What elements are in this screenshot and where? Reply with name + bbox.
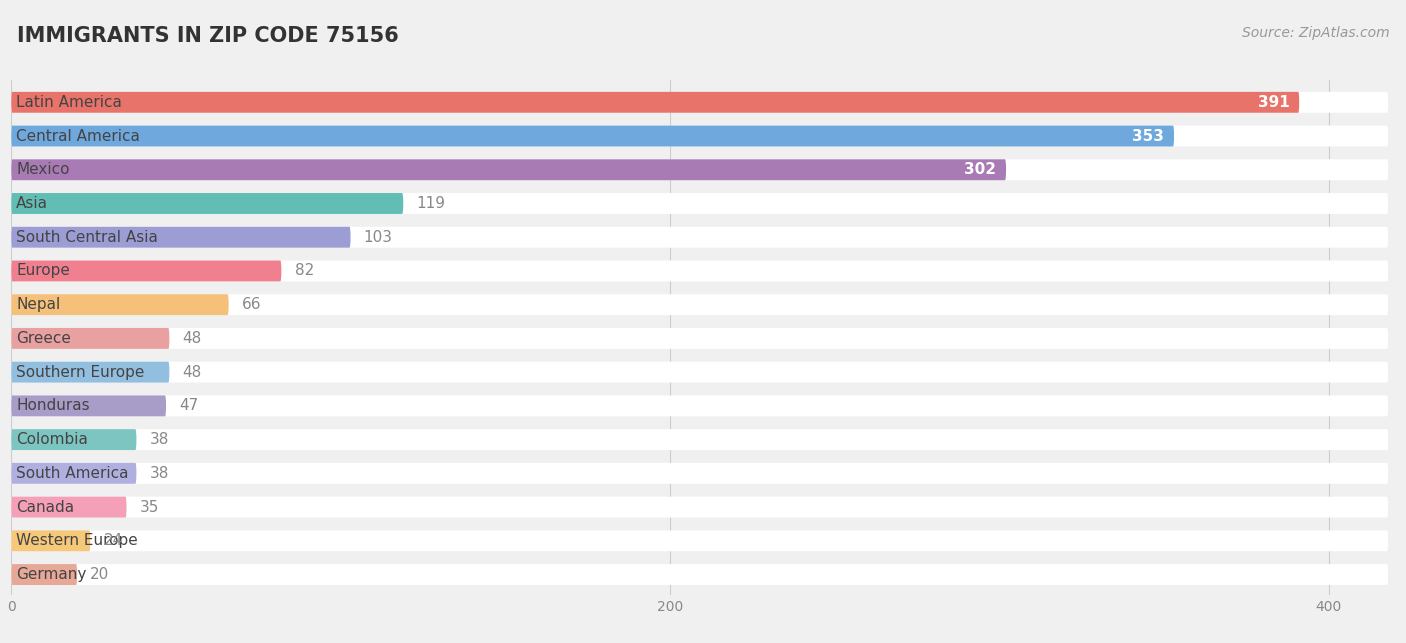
FancyBboxPatch shape [11, 362, 1388, 383]
FancyBboxPatch shape [11, 193, 404, 214]
FancyBboxPatch shape [11, 294, 1388, 315]
Text: Colombia: Colombia [17, 432, 89, 447]
FancyBboxPatch shape [11, 395, 166, 416]
Text: Western Europe: Western Europe [17, 533, 138, 548]
Text: Nepal: Nepal [17, 297, 60, 312]
Text: Canada: Canada [17, 500, 75, 514]
FancyBboxPatch shape [11, 362, 169, 383]
FancyBboxPatch shape [11, 429, 136, 450]
Text: 66: 66 [242, 297, 262, 312]
Text: Germany: Germany [17, 567, 87, 582]
FancyBboxPatch shape [11, 496, 127, 518]
FancyBboxPatch shape [11, 530, 1388, 551]
FancyBboxPatch shape [11, 328, 1388, 349]
Text: 24: 24 [104, 533, 122, 548]
FancyBboxPatch shape [11, 159, 1388, 180]
FancyBboxPatch shape [11, 125, 1388, 147]
Text: South America: South America [17, 466, 129, 481]
FancyBboxPatch shape [11, 496, 1388, 518]
Text: South Central Asia: South Central Asia [17, 230, 157, 245]
FancyBboxPatch shape [11, 328, 169, 349]
FancyBboxPatch shape [11, 463, 1388, 484]
Text: Honduras: Honduras [17, 399, 90, 413]
Text: Mexico: Mexico [17, 162, 70, 177]
Text: 119: 119 [416, 196, 446, 211]
FancyBboxPatch shape [11, 429, 1388, 450]
FancyBboxPatch shape [11, 530, 90, 551]
Text: 38: 38 [149, 466, 169, 481]
FancyBboxPatch shape [11, 92, 1388, 113]
FancyBboxPatch shape [11, 463, 136, 484]
Text: 35: 35 [139, 500, 159, 514]
FancyBboxPatch shape [11, 294, 229, 315]
FancyBboxPatch shape [11, 260, 1388, 282]
FancyBboxPatch shape [11, 125, 1174, 147]
Text: Latin America: Latin America [17, 95, 122, 110]
FancyBboxPatch shape [11, 193, 1388, 214]
Text: 47: 47 [179, 399, 198, 413]
Text: 38: 38 [149, 432, 169, 447]
Text: 302: 302 [965, 162, 997, 177]
Text: Asia: Asia [17, 196, 48, 211]
FancyBboxPatch shape [11, 564, 1388, 585]
FancyBboxPatch shape [11, 227, 350, 248]
Text: Source: ZipAtlas.com: Source: ZipAtlas.com [1241, 26, 1389, 40]
Text: 48: 48 [183, 365, 202, 379]
FancyBboxPatch shape [11, 92, 1299, 113]
Text: 353: 353 [1132, 129, 1164, 143]
Text: IMMIGRANTS IN ZIP CODE 75156: IMMIGRANTS IN ZIP CODE 75156 [17, 26, 399, 46]
Text: 48: 48 [183, 331, 202, 346]
Text: 103: 103 [364, 230, 392, 245]
FancyBboxPatch shape [11, 227, 1388, 248]
Text: Southern Europe: Southern Europe [17, 365, 145, 379]
FancyBboxPatch shape [11, 260, 281, 282]
Text: Europe: Europe [17, 264, 70, 278]
Text: 391: 391 [1257, 95, 1289, 110]
Text: 20: 20 [90, 567, 110, 582]
FancyBboxPatch shape [11, 159, 1007, 180]
Text: 82: 82 [294, 264, 314, 278]
Text: Greece: Greece [17, 331, 72, 346]
FancyBboxPatch shape [11, 564, 77, 585]
Text: Central America: Central America [17, 129, 141, 143]
FancyBboxPatch shape [11, 395, 1388, 416]
